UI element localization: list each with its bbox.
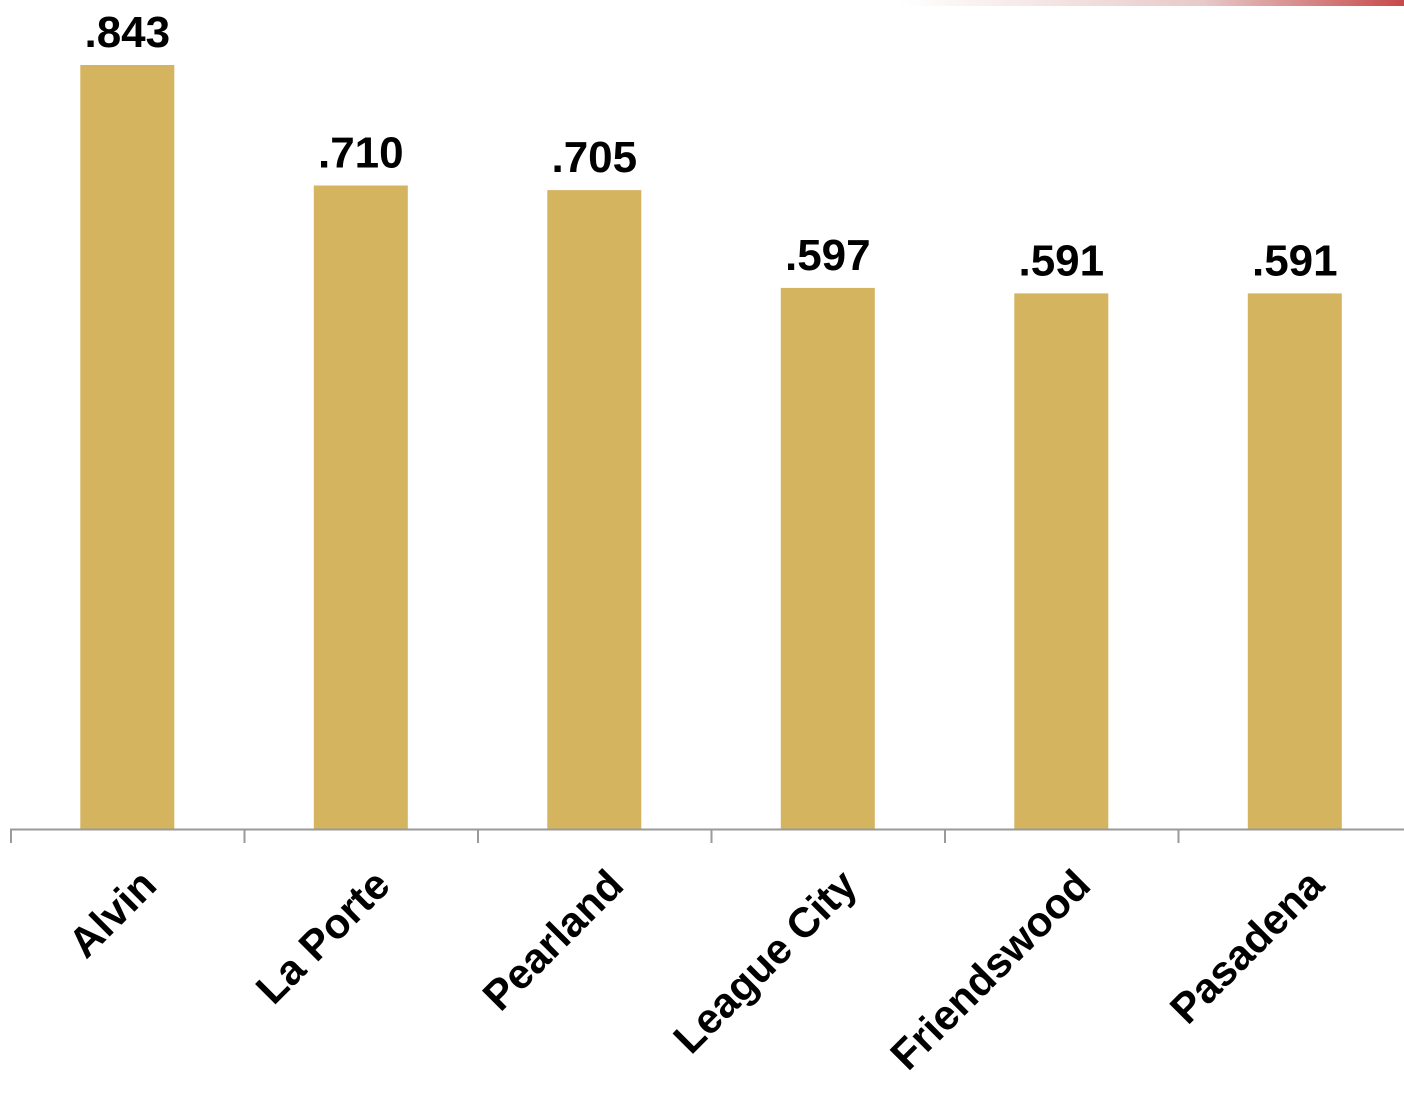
tick-label-pearland: Pearland [473, 861, 632, 1020]
x-axis [10, 828, 1404, 843]
bar-league-city [780, 287, 875, 829]
x-tick-labels: Alvin La Porte Pearland League City Friendsw… [59, 860, 1333, 1078]
bar-la-porte [313, 185, 408, 829]
value-label-friendswood: .591 [1018, 236, 1104, 285]
value-label-alvin: .843 [84, 8, 170, 57]
value-label-pearland: .705 [551, 133, 637, 182]
tick-label-friendswood: Friendswood [881, 861, 1099, 1079]
tick-label-pasadena: Pasadena [1161, 860, 1333, 1032]
bars-layer [80, 65, 1342, 830]
bar-alvin [80, 65, 175, 829]
tick-label-alvin: Alvin [59, 861, 165, 967]
tick-label-league-city: League City [664, 860, 866, 1062]
value-label-pasadena: .591 [1252, 236, 1338, 285]
bar-friendswood [1014, 293, 1109, 829]
tick-label-la-porte: La Porte [247, 861, 399, 1013]
value-labels-layer: .843 .710 .705 .597 .591 .591 [84, 8, 1337, 285]
bar-pasadena [1247, 293, 1342, 829]
value-label-league-city: .597 [785, 231, 871, 280]
decorative-top-accent [900, 0, 1404, 6]
bar-pearland [547, 190, 642, 830]
value-label-la-porte: .710 [318, 129, 404, 178]
